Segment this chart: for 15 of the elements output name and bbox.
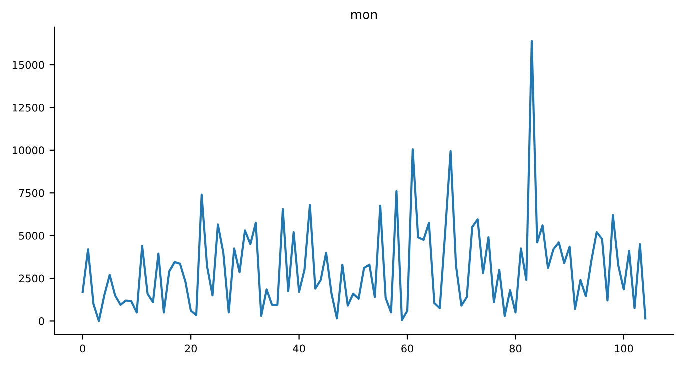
y-tick-label: 10000 bbox=[13, 146, 44, 155]
y-tick-label: 15000 bbox=[13, 61, 44, 70]
x-tick-label: 0 bbox=[80, 344, 86, 353]
x-tick-label: 100 bbox=[615, 344, 634, 353]
y-tick-label: 5000 bbox=[19, 232, 44, 240]
y-tick-label: 12500 bbox=[13, 104, 44, 112]
x-tick-label: 20 bbox=[185, 344, 198, 353]
y-tick-label: 2500 bbox=[19, 274, 44, 283]
x-tick-label: 60 bbox=[402, 344, 414, 353]
y-tick-label: 0 bbox=[39, 317, 44, 326]
x-tick-label: 40 bbox=[293, 344, 306, 353]
line-series bbox=[82, 40, 647, 322]
x-tick-label: 80 bbox=[510, 344, 522, 353]
chart-title: mon bbox=[351, 12, 378, 20]
y-tick-label: 7500 bbox=[19, 189, 44, 198]
